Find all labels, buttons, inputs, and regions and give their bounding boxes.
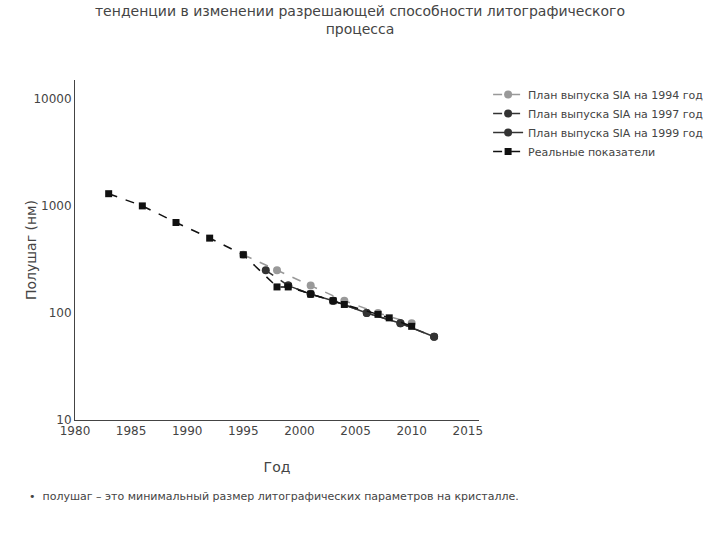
svg-text:1980: 1980 <box>60 424 91 438</box>
svg-text:1990: 1990 <box>172 424 203 438</box>
svg-text:Год: Год <box>264 459 291 475</box>
svg-text:1000: 1000 <box>41 199 72 213</box>
svg-text:• полушаг – это минимальный р: • полушаг – это минимальный размер литог… <box>29 490 519 503</box>
svg-text:100: 100 <box>49 306 72 320</box>
svg-text:План выпуска SIA на 1997 год: План выпуска SIA на 1997 год <box>528 108 703 121</box>
svg-text:2000: 2000 <box>284 424 315 438</box>
svg-text:Полушаг (нм): Полушаг (нм) <box>23 200 39 300</box>
svg-text:План выпуска SIA на 1994 год: План выпуска SIA на 1994 год <box>528 89 703 102</box>
svg-text:2015: 2015 <box>453 424 484 438</box>
svg-text:10: 10 <box>56 413 71 427</box>
svg-text:10000: 10000 <box>33 92 71 106</box>
svg-text:1985: 1985 <box>116 424 147 438</box>
svg-text:2010: 2010 <box>396 424 427 438</box>
svg-text:1995: 1995 <box>228 424 259 438</box>
svg-text:План выпуска SIA на 1999 год: План выпуска SIA на 1999 год <box>528 127 703 140</box>
svg-text:2005: 2005 <box>340 424 371 438</box>
svg-text:тенденции в изменении разрешаю: тенденции в изменении разрешающей способ… <box>95 3 625 37</box>
svg-text:Реальные показатели: Реальные показатели <box>528 146 655 159</box>
